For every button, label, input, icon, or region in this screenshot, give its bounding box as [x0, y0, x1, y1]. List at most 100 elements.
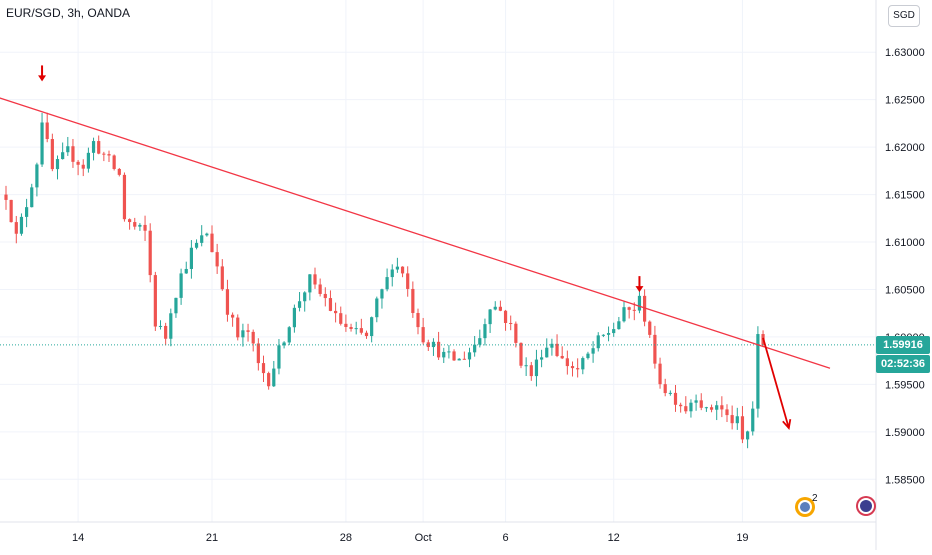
- price-axis-tick-label: 1.61000: [885, 237, 925, 249]
- candle-body: [591, 348, 595, 354]
- candle-body: [663, 384, 667, 394]
- down-arrow-head: [38, 75, 47, 82]
- candle-body: [359, 328, 363, 333]
- candle-body: [277, 345, 281, 369]
- down-arrow-head: [635, 286, 644, 293]
- candle-body: [174, 297, 178, 314]
- candle-body: [421, 327, 425, 343]
- price-axis-tick-label: 1.61500: [885, 190, 925, 202]
- flag-icon[interactable]: [852, 492, 880, 520]
- candle-body: [699, 400, 703, 408]
- price-axis-tick-label: 1.60500: [885, 284, 925, 296]
- candle-body: [184, 268, 188, 274]
- candle-body: [164, 325, 168, 339]
- candle-body: [416, 312, 420, 328]
- candle-body: [205, 233, 209, 236]
- candle-body: [447, 351, 451, 353]
- candle-body: [45, 122, 49, 140]
- candle-body: [292, 307, 296, 328]
- candle-body: [128, 219, 132, 223]
- candle-body: [493, 306, 497, 310]
- candle-body: [442, 351, 446, 358]
- candle-body: [545, 347, 549, 358]
- candle-body: [534, 359, 539, 377]
- projection-arrow[interactable]: [762, 337, 790, 429]
- candle-body: [488, 309, 492, 325]
- candle-body: [503, 310, 508, 323]
- candle-body: [318, 284, 322, 294]
- candle-body: [272, 368, 276, 387]
- time-axis-tick-label: 14: [72, 532, 84, 544]
- candle-body: [555, 343, 559, 356]
- price-axis-tick-label: 1.62500: [885, 95, 925, 107]
- current-price-tag: 1.59916: [876, 335, 930, 354]
- candle-body: [349, 327, 353, 329]
- price-axis-tick-label: 1.62000: [885, 142, 925, 154]
- candle-body: [431, 341, 436, 348]
- bar-countdown-tag: 02:52:36: [876, 354, 930, 373]
- candle-body: [395, 266, 399, 270]
- candle-body: [426, 342, 430, 348]
- candle-body: [220, 266, 224, 290]
- candle-body: [370, 317, 374, 337]
- candle-body: [730, 415, 734, 424]
- events-badge-count: 2: [812, 493, 818, 504]
- candle-body: [308, 274, 312, 293]
- candle-body: [467, 352, 472, 360]
- events-icon[interactable]: 2: [792, 492, 822, 522]
- candle-body: [509, 322, 513, 324]
- candle-body: [725, 409, 729, 416]
- candle-body: [390, 269, 394, 278]
- candle-body: [215, 252, 219, 267]
- symbol-title[interactable]: EUR/SGD, 3h, OANDA: [6, 6, 131, 20]
- candle-body: [334, 310, 338, 314]
- candle-body: [658, 363, 662, 385]
- candle-body: [158, 325, 163, 327]
- candle-body: [323, 293, 327, 299]
- candle-body: [236, 317, 240, 338]
- price-axis-tick-label: 1.58500: [885, 474, 925, 486]
- candle-body: [30, 187, 34, 208]
- candle-body: [648, 321, 652, 335]
- candle-body: [478, 338, 482, 345]
- candle-body: [138, 224, 142, 227]
- candle-body: [303, 292, 307, 302]
- candle-body: [668, 392, 672, 394]
- candle-body: [261, 363, 266, 374]
- candle-body: [169, 313, 173, 339]
- candle-body: [735, 416, 739, 424]
- candle-body: [385, 277, 389, 290]
- candle-body: [565, 358, 569, 367]
- candle-body: [751, 408, 755, 432]
- candle-body: [704, 407, 708, 409]
- price-axis-tick-label: 1.59000: [885, 427, 925, 439]
- candle-body: [40, 122, 44, 165]
- candle-body: [550, 343, 554, 348]
- candle-body: [560, 355, 564, 359]
- candle-body: [673, 392, 678, 405]
- price-axis-tick-label: 1.59500: [885, 379, 925, 391]
- candle-body: [720, 405, 724, 410]
- projection-arrow-head: [782, 419, 792, 431]
- candle-body: [4, 194, 8, 200]
- candle-body: [364, 332, 369, 337]
- candle-body: [684, 406, 688, 412]
- currency-selector[interactable]: SGD: [888, 5, 920, 27]
- candle-body: [14, 222, 18, 234]
- candle-body: [231, 314, 235, 318]
- candle-body: [210, 233, 214, 253]
- candle-body: [462, 358, 466, 360]
- trendline[interactable]: [0, 88, 831, 369]
- candle-body: [622, 307, 626, 322]
- candle-body: [246, 330, 250, 332]
- candle-body: [297, 301, 302, 308]
- candle-body: [612, 329, 616, 334]
- candle-body: [694, 400, 698, 403]
- candle-body: [256, 343, 260, 364]
- candle-body: [287, 327, 291, 343]
- candle-body: [437, 341, 441, 358]
- candle-body: [400, 266, 405, 274]
- candle-body: [617, 321, 621, 330]
